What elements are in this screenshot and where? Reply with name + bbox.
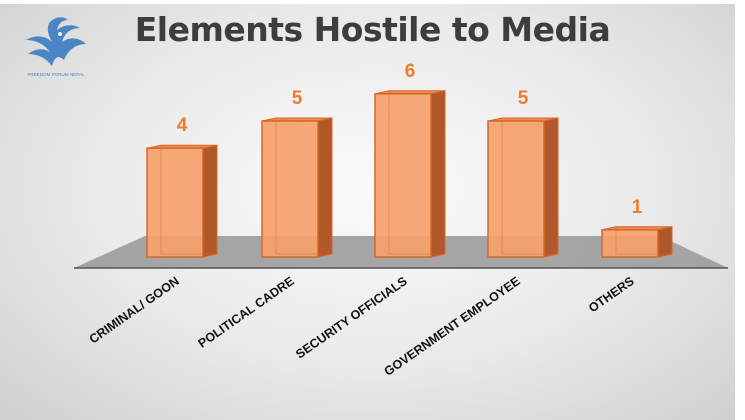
category-label: SECURITY OFFICIALS [293,274,410,361]
category-label: POLITICAL CADRE [196,274,297,351]
bar-3 [374,90,446,258]
bar-side-face [430,90,446,258]
bar-back-edge [160,145,217,255]
bar-side-face [317,117,333,258]
bar-back-edge [501,118,558,255]
bird-wing-logo-icon [26,17,86,66]
bar-front-face [487,120,545,258]
bar-4 [487,117,559,258]
category-label: CRIMINAL/ GOON [87,274,182,346]
bar-side-face [202,144,218,258]
frame-top-line [0,0,745,4]
bar-side-face [543,117,559,258]
logo: FREEDOM FORUM NEPAL [26,17,86,77]
logo-text: FREEDOM FORUM NEPAL [27,72,85,77]
data-label: 6 [405,61,416,82]
data-label: 5 [518,88,529,109]
bar-front-face [374,93,432,258]
bar-front-face [146,147,204,258]
bar-front-face [261,120,319,258]
bar-front-face [601,229,659,258]
bar-5 [601,226,673,258]
data-label: 5 [292,88,303,109]
bar-2 [261,117,333,258]
category-label: OTHERS [586,274,637,315]
bar-back-edge [615,226,672,255]
frame-right-line [735,0,745,420]
data-label: 1 [632,197,643,218]
chart-title: Elements Hostile to Media [134,10,611,49]
bar-back-edge [275,118,332,255]
data-label: 4 [177,115,188,136]
bar-side-face [657,226,673,258]
bar-1 [146,144,218,258]
bar-back-edge [388,90,445,255]
